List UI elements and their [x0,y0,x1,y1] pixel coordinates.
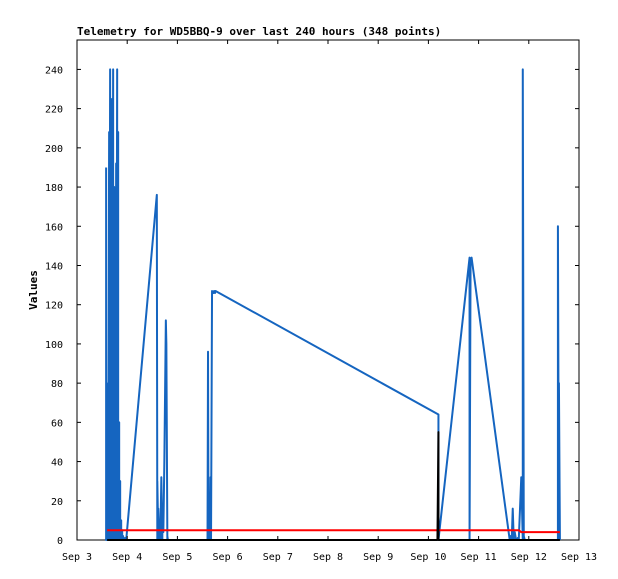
x-tick-label: Sep 12 [511,552,547,563]
chart-title: Telemetry for WD5BBQ-9 over last 240 hou… [77,25,441,38]
x-tick-label: Sep 8 [313,552,343,563]
y-tick-label: 80 [51,379,63,390]
x-tick-label: Sep 6 [213,552,243,563]
y-tick-label: 20 [51,497,63,508]
y-tick-label: 140 [45,261,63,272]
y-tick-label: 60 [51,418,63,429]
x-tick-label: Sep 11 [461,552,497,563]
y-tick-label: 0 [57,536,63,547]
x-tick-label: Sep 7 [263,552,293,563]
x-tick-label: Sep 10 [410,552,446,563]
series-line-2 [107,431,560,541]
y-tick-label: 160 [45,222,63,233]
y-tick-label: 100 [45,340,63,351]
series-line-1 [107,529,560,534]
x-tick-label: Sep 9 [363,552,393,563]
x-tick-label: Sep 3 [62,552,92,563]
x-tick-label: Sep 13 [561,552,597,563]
y-tick-label: 40 [51,458,63,469]
plot-area [76,39,580,541]
x-tick-label: Sep 4 [112,552,142,563]
y-tick-label: 120 [45,301,63,312]
y-axis-label: Values [27,270,40,310]
y-tick-label: 220 [45,105,63,116]
series-line-0 [105,68,561,541]
axes-layer: 0 20 40 60 80 100 120 140 160 180 200 220 240 Sep 3 Se… [45,40,597,563]
series-layer [105,68,561,541]
x-tick-label: Sep 5 [162,552,192,563]
y-tick-label: 240 [45,65,63,76]
y-tick-label: 180 [45,183,63,194]
y-tick-label: 200 [45,144,63,155]
